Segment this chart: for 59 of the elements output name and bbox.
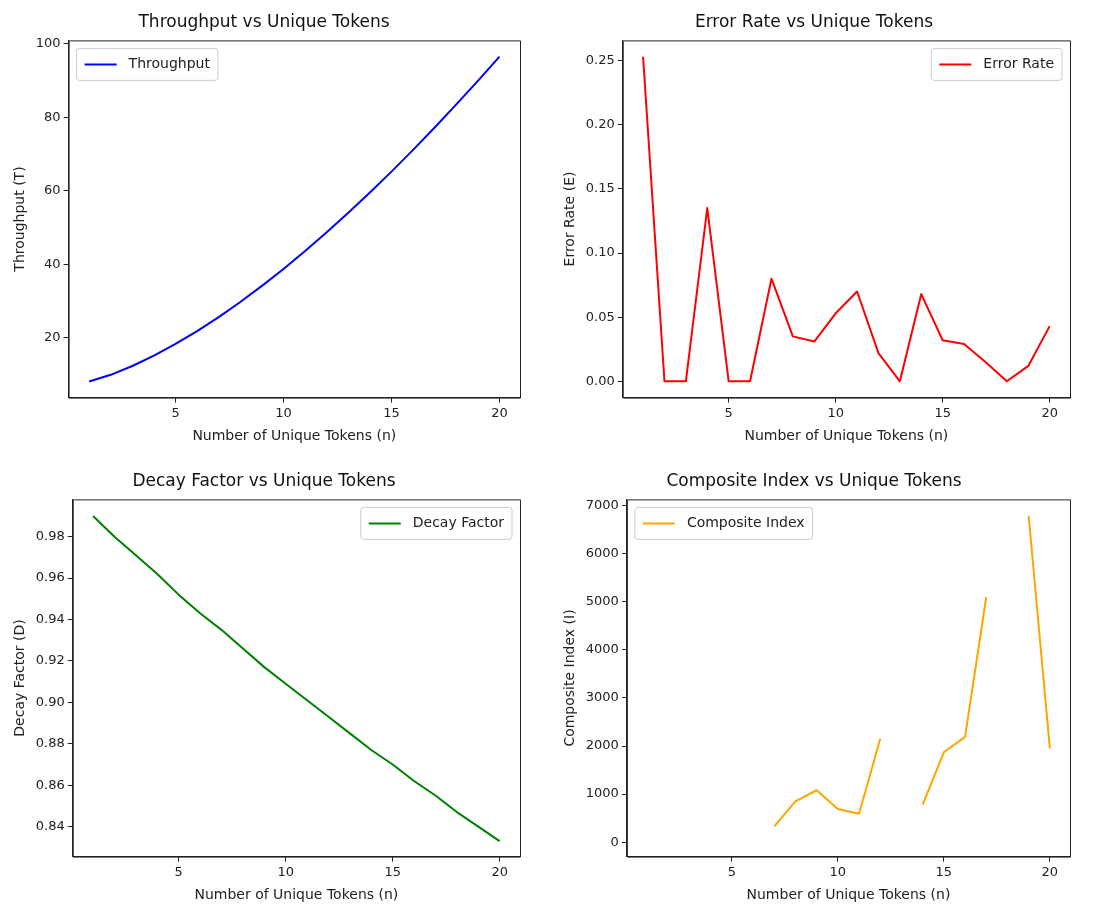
x-tick-label: 15 xyxy=(935,863,953,879)
y-tick-label: 0.10 xyxy=(585,244,615,260)
y-tick-label: 0.90 xyxy=(35,693,65,709)
y-tick-label: 4000 xyxy=(585,641,619,657)
x-tick-label: 15 xyxy=(383,404,400,420)
x-tick-label: 20 xyxy=(491,404,508,420)
y-tick-label: 1000 xyxy=(585,785,619,801)
x-tick-label: 10 xyxy=(277,863,294,879)
y-tick-label: 3000 xyxy=(585,689,619,705)
y-tick-label: 40 xyxy=(44,255,61,271)
y-axis-title: Error Rate (E) xyxy=(561,171,578,267)
chart-title: Error Rate vs Unique Tokens xyxy=(694,10,934,31)
x-tick-label: 5 xyxy=(724,404,733,420)
y-tick-label: 6000 xyxy=(585,545,619,561)
x-tick-label: 20 xyxy=(491,863,508,879)
y-tick-label: 0.98 xyxy=(35,528,65,544)
y-tick-label: 0.15 xyxy=(585,180,615,196)
y-tick-label: 0.86 xyxy=(35,776,65,792)
y-tick-label: 20 xyxy=(44,329,61,345)
y-tick-label: 0.94 xyxy=(35,610,65,626)
chart-title: Throughput vs Unique Tokens xyxy=(137,10,390,31)
y-axis-title: Throughput (T) xyxy=(11,166,28,273)
y-tick-label: 0.84 xyxy=(35,817,65,833)
x-tick-label: 20 xyxy=(1041,863,1059,879)
y-tick-label: 0.25 xyxy=(585,51,615,67)
y-tick-label: 100 xyxy=(35,35,61,51)
x-axis-title: Number of Unique Tokens (n) xyxy=(194,886,399,903)
y-tick-label: 60 xyxy=(44,182,61,198)
x-tick-label: 10 xyxy=(827,404,844,420)
chart-title: Composite Index vs Unique Tokens xyxy=(666,469,962,490)
y-tick-label: 7000 xyxy=(585,497,619,513)
x-axis-title: Number of Unique Tokens (n) xyxy=(744,427,949,444)
legend-label: Composite Index xyxy=(686,514,805,531)
y-tick-label: 0.92 xyxy=(35,652,65,668)
x-tick-label: 10 xyxy=(829,863,847,879)
x-tick-label: 5 xyxy=(171,404,180,420)
y-tick-label: 80 xyxy=(44,108,61,124)
x-tick-label: 5 xyxy=(174,863,183,879)
y-tick-label: 0.88 xyxy=(35,735,65,751)
y-tick-label: 0 xyxy=(610,833,619,849)
legend-label: Throughput xyxy=(127,55,211,72)
y-tick-label: 0.05 xyxy=(585,308,615,324)
legend-label: Error Rate xyxy=(983,55,1055,72)
y-tick-label: 0.96 xyxy=(35,569,65,585)
chart-title: Decay Factor vs Unique Tokens xyxy=(132,469,396,490)
x-tick-label: 5 xyxy=(727,863,736,879)
x-tick-label: 20 xyxy=(1041,404,1058,420)
y-tick-label: 5000 xyxy=(585,593,619,609)
y-axis-title: Composite Index (I) xyxy=(561,609,578,747)
y-axis-title: Decay Factor (D) xyxy=(11,619,28,737)
x-tick-label: 10 xyxy=(275,404,292,420)
x-tick-label: 15 xyxy=(934,404,951,420)
y-tick-label: 0.20 xyxy=(585,116,615,132)
y-tick-label: 2000 xyxy=(585,737,619,753)
x-axis-title: Number of Unique Tokens (n) xyxy=(192,427,397,444)
legend-label: Decay Factor xyxy=(412,514,505,531)
y-tick-label: 0.00 xyxy=(585,372,615,388)
x-tick-label: 15 xyxy=(384,863,401,879)
x-axis-title: Number of Unique Tokens (n) xyxy=(746,886,951,903)
